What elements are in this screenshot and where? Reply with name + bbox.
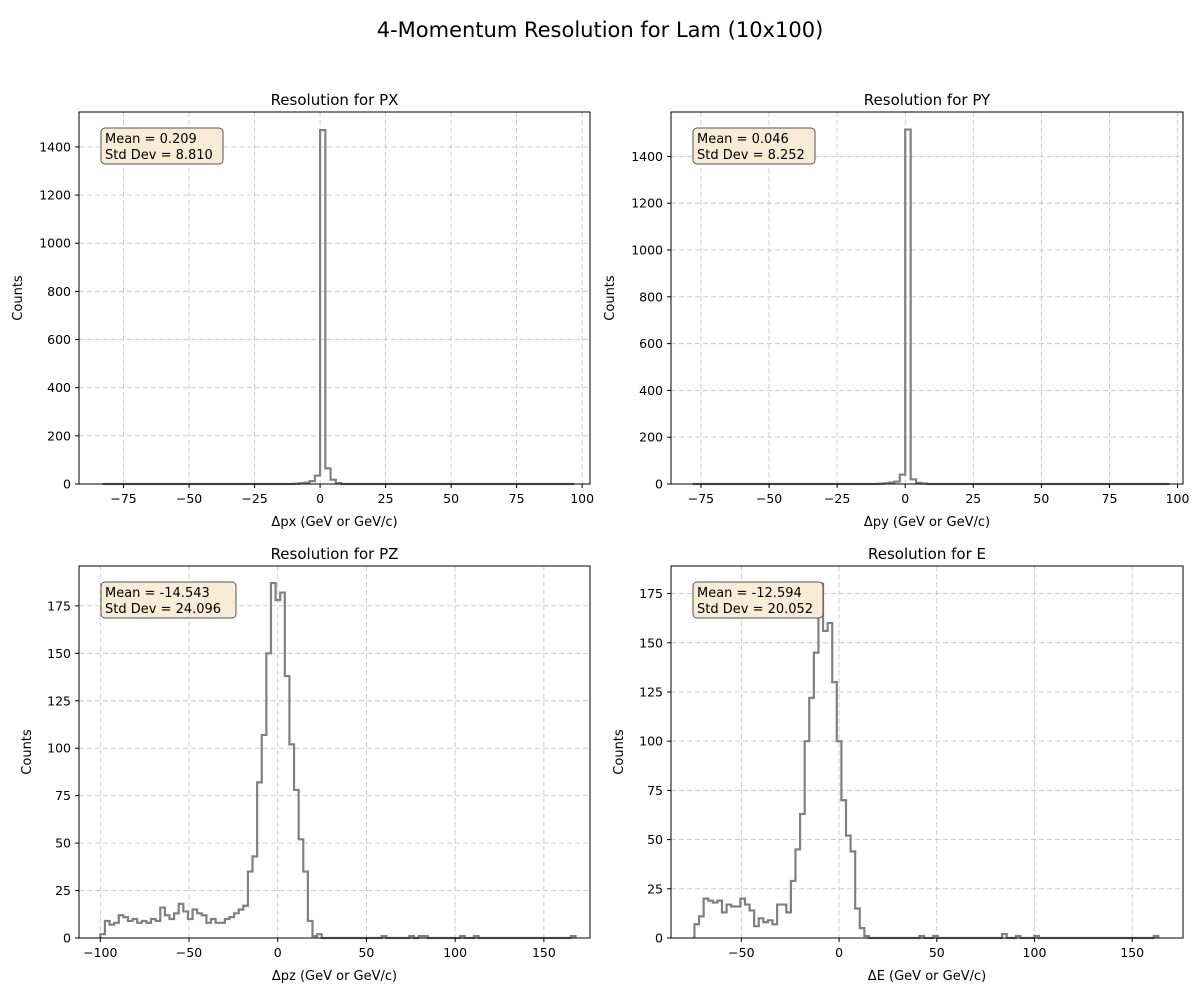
y-tick-label: 25: [647, 881, 663, 896]
y-tick-label: 75: [647, 783, 663, 798]
x-tick-label: −50: [176, 945, 202, 960]
histogram-step-line: [99, 581, 577, 940]
x-tick-label: 150: [532, 945, 556, 960]
y-tick-label: 1000: [631, 243, 663, 258]
y-tick-label: 400: [47, 380, 71, 395]
y-tick-label: 0: [63, 477, 71, 492]
x-tick-label: −25: [241, 491, 267, 506]
y-tick-label: 0: [655, 477, 663, 492]
stats-box: [692, 581, 824, 619]
x-tick-label: 100: [1166, 491, 1190, 506]
y-axis-label: Counts: [603, 275, 618, 321]
x-tick-label: 75: [1102, 491, 1118, 506]
stats-box: [100, 127, 224, 165]
x-tick-label: −50: [176, 491, 202, 506]
histogram-step-line: [693, 582, 1160, 940]
stats-std-dev: Std Dev = 8.252: [697, 148, 805, 163]
y-tick-label: 125: [639, 684, 663, 699]
plot-frame: [670, 565, 1184, 939]
y-tick-label: 100: [47, 741, 71, 756]
panel-title: Resolution for E: [868, 545, 986, 563]
x-tick-label: −100: [83, 945, 117, 960]
y-tick-label: 75: [55, 788, 71, 803]
y-tick-label: 1400: [631, 149, 663, 164]
y-tick-label: 50: [55, 836, 71, 851]
x-tick-label: 100: [1023, 945, 1047, 960]
x-tick-label: 0: [901, 491, 909, 506]
x-tick-label: 25: [965, 491, 981, 506]
histogram-panel-2: −75 −50 −25 0 25 50 75 100020040060080010001200…: [603, 91, 1190, 530]
y-tick-label: 100: [639, 734, 663, 749]
histogram-panel-1: −75 −50 −25 0 25 50 75 100020040060080010001200…: [11, 91, 594, 530]
y-axis-label: Counts: [11, 275, 26, 321]
x-tick-label: 0: [274, 945, 282, 960]
stats-mean: Mean = -12.594: [697, 586, 802, 601]
panel-title: Resolution for PY: [864, 91, 991, 109]
x-tick-label: 25: [378, 491, 394, 506]
y-tick-label: 600: [639, 336, 663, 351]
y-tick-label: 150: [47, 646, 71, 661]
x-tick-label: 75: [509, 491, 525, 506]
plot-frame: [78, 565, 591, 939]
histogram-step-line: [692, 128, 1170, 486]
x-tick-label: 50: [1033, 491, 1049, 506]
x-tick-label: 50: [443, 491, 459, 506]
x-tick-label: −75: [688, 491, 714, 506]
x-tick-label: 100: [570, 491, 594, 506]
y-tick-label: 50: [647, 832, 663, 847]
x-tick-label: 150: [1120, 945, 1144, 960]
x-tick-label: −25: [824, 491, 850, 506]
stats-mean: Mean = 0.209: [105, 132, 197, 147]
figure-title: 4-Momentum Resolution for Lam (10x100): [377, 18, 824, 42]
y-tick-label: 0: [655, 931, 663, 946]
y-tick-label: 175: [639, 586, 663, 601]
y-tick-label: 200: [47, 428, 71, 443]
x-tick-label: −75: [110, 491, 136, 506]
y-tick-label: 25: [55, 883, 71, 898]
histogram-panel-4: −50 0 50 100 150 0 25 50 75 100 125 150 175 Resolutio…: [612, 545, 1184, 984]
x-tick-label: −50: [756, 491, 782, 506]
y-tick-label: 400: [639, 383, 663, 398]
plot-frame: [78, 111, 591, 485]
stats-std-dev: Std Dev = 8.810: [105, 148, 213, 163]
stats-box: [100, 581, 237, 619]
x-axis-label: Δpz (GeV or GeV/c): [272, 969, 397, 984]
y-tick-label: 800: [639, 289, 663, 304]
y-tick-label: 0: [63, 931, 71, 946]
x-tick-label: 0: [835, 945, 843, 960]
x-tick-label: 0: [316, 491, 324, 506]
stats-std-dev: Std Dev = 20.052: [697, 602, 813, 617]
y-tick-label: 175: [47, 598, 71, 613]
y-tick-label: 125: [47, 693, 71, 708]
y-tick-label: 1200: [631, 196, 663, 211]
y-tick-label: 600: [47, 332, 71, 347]
histogram-panel-3: −100 −50 0 50 100 150 0 25 50 75 100 125 150 175 Resol…: [20, 545, 591, 984]
y-tick-label: 1400: [39, 139, 71, 154]
x-axis-label: ΔE (GeV or GeV/c): [868, 969, 986, 984]
y-tick-label: 800: [47, 284, 71, 299]
x-tick-label: 50: [929, 945, 945, 960]
y-axis-label: Counts: [612, 729, 627, 775]
x-tick-label: 100: [443, 945, 467, 960]
y-tick-label: 1000: [39, 236, 71, 251]
y-tick-label: 150: [639, 635, 663, 650]
stats-mean: Mean = -14.543: [105, 586, 210, 601]
panel-title: Resolution for PZ: [271, 545, 399, 563]
y-tick-label: 1200: [39, 188, 71, 203]
x-tick-label: 50: [358, 945, 374, 960]
histogram-step-line: [102, 128, 575, 486]
stats-std-dev: Std Dev = 24.096: [105, 602, 221, 617]
x-axis-label: Δpy (GeV or GeV/c): [864, 515, 990, 530]
x-tick-label: −50: [728, 945, 754, 960]
y-axis-label: Counts: [20, 729, 35, 775]
stats-box: [692, 127, 816, 165]
stats-mean: Mean = 0.046: [697, 132, 789, 147]
plot-frame: [670, 111, 1184, 485]
panel-title: Resolution for PX: [271, 91, 399, 109]
y-tick-label: 200: [639, 430, 663, 445]
x-axis-label: Δpx (GeV or GeV/c): [271, 515, 397, 530]
